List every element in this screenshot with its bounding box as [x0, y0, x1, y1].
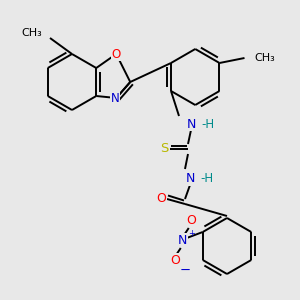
Text: N: N [185, 172, 195, 185]
Text: O: O [156, 193, 166, 206]
Text: +: + [188, 230, 195, 238]
Text: -H: -H [200, 172, 213, 185]
Text: O: O [112, 47, 121, 61]
Text: O: O [186, 214, 196, 226]
Text: N: N [111, 92, 120, 104]
Text: N: N [178, 233, 188, 247]
Text: O: O [170, 254, 180, 266]
Text: CH₃: CH₃ [21, 28, 42, 38]
Text: −: − [179, 263, 190, 277]
Text: -H: -H [201, 118, 214, 130]
Text: S: S [160, 142, 168, 155]
Text: CH₃: CH₃ [254, 53, 275, 63]
Text: N: N [186, 118, 196, 130]
